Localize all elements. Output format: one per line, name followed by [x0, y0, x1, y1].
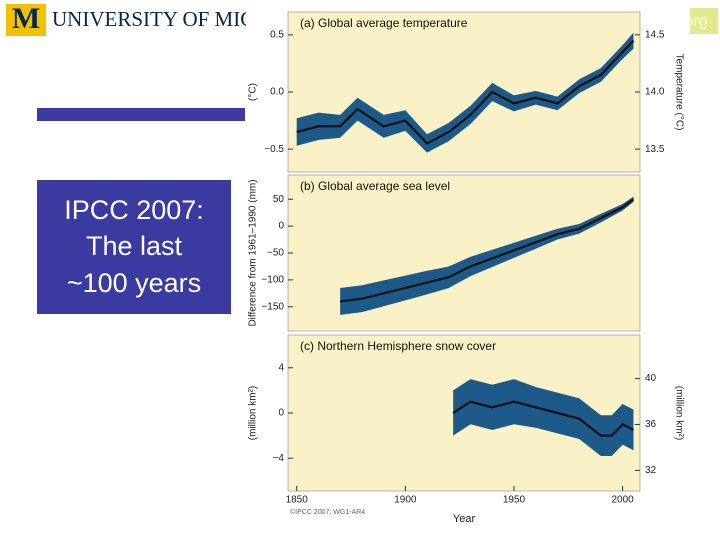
y2-tick-label: 13.5: [645, 144, 665, 155]
caption-line: IPCC 2007:: [64, 195, 204, 225]
y2-tick-label: 14.5: [645, 29, 665, 40]
trend-line: [340, 198, 635, 303]
source: ©IPCC 2007: WG1-AR4: [290, 508, 365, 516]
y2-tick-label: 32: [645, 465, 657, 476]
y2-axis-label: (million km²): [673, 386, 684, 440]
y-tick-label: −150: [261, 301, 284, 312]
logo-text: UNIVERSITY OF MICH: [52, 7, 269, 31]
trend-line: [296, 39, 635, 145]
y2-tick-label: 36: [645, 419, 657, 430]
y-axis-label: (million km²): [248, 386, 259, 440]
corner-text: org: [684, 13, 707, 30]
logo-m-box: [6, 4, 46, 36]
x-tick-label: 1850: [286, 495, 309, 506]
y-tick-label: −0.5: [264, 144, 284, 155]
y-tick-label: 0.0: [270, 87, 284, 98]
caption-line: ~100 years: [67, 268, 201, 298]
y-tick-label: −50: [267, 248, 284, 259]
panel-title: (a) Global average temperature: [300, 16, 468, 30]
x-tick-label: 1950: [503, 495, 526, 506]
logo-m: M: [12, 2, 40, 35]
y-axis-label: (°C): [248, 83, 259, 101]
y-tick-label: −4: [273, 453, 285, 464]
y2-tick-label: 40: [645, 373, 657, 384]
y-tick-label: 50: [273, 194, 285, 205]
trend-line: [452, 400, 634, 437]
y-tick-label: 0: [278, 221, 284, 232]
uncertainty-band: [453, 379, 634, 456]
y-tick-label: 4: [278, 362, 284, 373]
x-axis-label: Year: [453, 513, 476, 525]
panel: [287, 11, 641, 173]
y2-tick-label: 14.0: [645, 87, 665, 98]
panel-title: (b) Global average sea level: [300, 179, 450, 193]
caption-box: [37, 180, 231, 314]
y-tick-label: 0.5: [270, 29, 284, 40]
panel-title: (c) Northern Hemisphere snow cover: [300, 339, 496, 353]
y-tick-label: −100: [261, 275, 284, 286]
x-tick-label: 1900: [394, 495, 417, 506]
caption-line: The last: [86, 231, 183, 261]
x-tick-label: 2000: [611, 495, 634, 506]
blue-bar: [37, 108, 245, 121]
y2-axis-label: Temperature (°C): [673, 54, 684, 131]
uncertainty-band: [296, 32, 634, 153]
y-axis-label: Difference from 1961–1990 (mm): [248, 179, 259, 326]
y-tick-label: 0: [278, 408, 284, 419]
